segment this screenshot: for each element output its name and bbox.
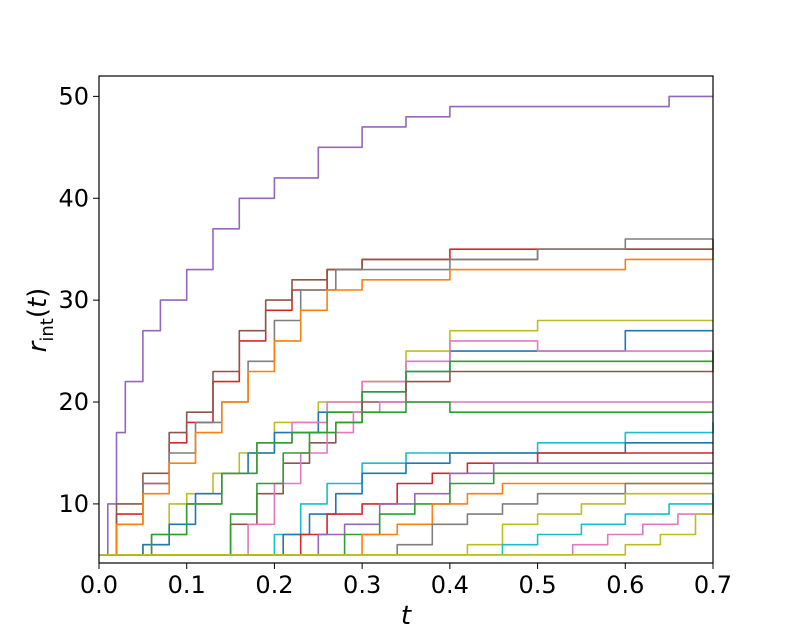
series-line-22 xyxy=(99,503,714,556)
y-tick-label: 30 xyxy=(58,286,89,314)
series-line-5 xyxy=(99,249,714,556)
series-line-23 xyxy=(99,503,714,556)
x-tick-label: 0.7 xyxy=(694,571,732,599)
y-axis-label-base: r xyxy=(23,339,53,352)
x-axis-label: t xyxy=(401,601,412,631)
y-tick-label: 50 xyxy=(58,82,89,110)
series-line-21 xyxy=(99,493,714,556)
y-tick-label: 20 xyxy=(58,388,89,416)
series-line-6 xyxy=(99,319,713,556)
series-line-12 xyxy=(99,401,713,556)
y-tick-label: 40 xyxy=(58,184,89,212)
series-line-19 xyxy=(99,482,713,556)
series-line-11 xyxy=(99,401,713,556)
y-axis-label-arg: t xyxy=(23,297,53,308)
x-tick-label: 0.2 xyxy=(255,571,293,599)
y-axis-ticks: 10 20 30 40 50 xyxy=(58,82,99,518)
series-line-18 xyxy=(99,482,713,556)
series-line-16 xyxy=(99,462,713,556)
plot-frame xyxy=(98,75,714,564)
y-axis-label-arg-close: ) xyxy=(23,288,53,298)
x-tick-label: 0.1 xyxy=(168,571,206,599)
x-tick-label: 0.0 xyxy=(80,571,118,599)
y-axis-label-arg-open: ( xyxy=(23,308,53,318)
x-tick-label: 0.5 xyxy=(518,571,556,599)
x-tick-label: 0.6 xyxy=(606,571,644,599)
y-tick-label: 10 xyxy=(58,490,89,518)
series-line-15 xyxy=(99,452,713,556)
x-axis-ticks: 0.0 0.1 0.2 0.3 0.4 0.5 0.6 0.7 xyxy=(80,563,732,599)
x-tick-label: 0.3 xyxy=(343,571,381,599)
series-line-1 xyxy=(99,95,713,556)
series-line-17 xyxy=(99,472,713,556)
plot-series-group xyxy=(99,95,714,556)
y-axis-label: rint(t) xyxy=(23,288,58,353)
y-axis-label-subscript: int xyxy=(37,318,58,341)
x-tick-label: 0.4 xyxy=(431,571,469,599)
